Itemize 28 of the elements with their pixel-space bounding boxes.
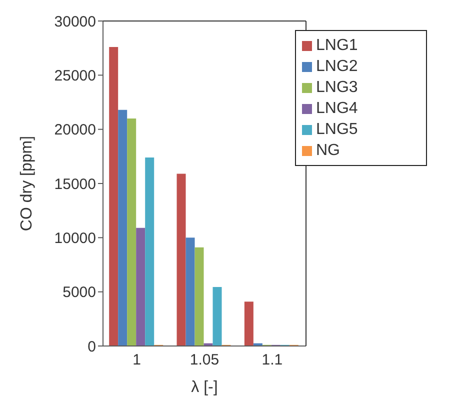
- legend-label: LNG5: [316, 121, 358, 138]
- bar: [136, 228, 146, 346]
- y-tick-label: 25000: [54, 67, 96, 84]
- bar: [109, 47, 118, 346]
- bar: [186, 238, 195, 346]
- x-tick-label: 1.1: [262, 352, 283, 369]
- y-tick-label: 0: [88, 338, 96, 356]
- bar: [127, 118, 136, 346]
- x-axis-title: λ [-]: [191, 379, 218, 396]
- legend-label: LNG4: [316, 100, 358, 117]
- y-tick-label: 5000: [62, 284, 96, 302]
- x-tick-label: 1: [132, 352, 142, 369]
- y-tick-label: 10000: [54, 230, 96, 247]
- legend-label: NG: [316, 142, 340, 159]
- y-axis-title: CO dry [ppm]: [18, 136, 36, 232]
- y-tick-label: 15000: [54, 176, 96, 193]
- legend-label: LNG2: [316, 58, 358, 75]
- legend-label: LNG3: [316, 79, 358, 96]
- y-tick-label: 30000: [54, 13, 96, 30]
- bar: [194, 247, 204, 346]
- bar: [145, 158, 154, 346]
- x-tick-label: 1.05: [190, 352, 220, 369]
- bar: [244, 302, 254, 346]
- bar: [212, 286, 222, 346]
- bar: [118, 110, 128, 346]
- bar: [176, 174, 186, 346]
- y-tick-label: 20000: [54, 122, 96, 139]
- legend-label: LNG1: [316, 37, 358, 54]
